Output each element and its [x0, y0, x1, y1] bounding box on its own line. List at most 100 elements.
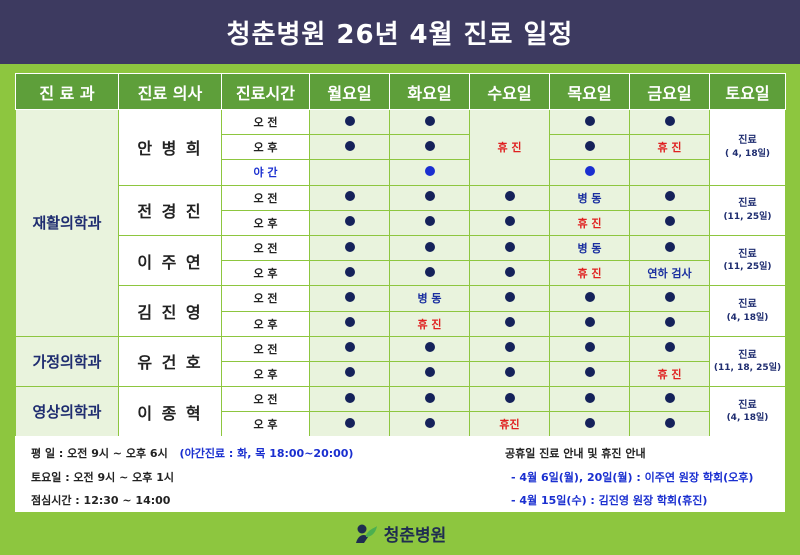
available-dot [344, 367, 355, 378]
schedule-cell [309, 234, 390, 262]
available-dot [584, 140, 595, 151]
available-dot [664, 392, 675, 403]
night-dot [584, 165, 595, 176]
schedule-cell [469, 184, 550, 211]
available-dot [344, 291, 355, 302]
available-dot [664, 417, 675, 428]
table-row: 재활의학과 안 병 희 오 전 휴 진 진료 ( 4, 18일) [15, 108, 786, 337]
saturday-dates: (4, 18일) [726, 312, 769, 323]
time-am: 오 전 [221, 285, 310, 312]
status-holiday: 휴 진 [657, 367, 682, 381]
schedule-cell: 병 동 [549, 234, 630, 262]
schedule-cell: 병 동 [549, 184, 630, 211]
doctor-name: 전 경 진 [118, 184, 222, 236]
available-dot [424, 140, 435, 151]
time-pm: 오 후 [221, 310, 310, 337]
schedule-cell [389, 386, 470, 413]
time-am: 오 전 [221, 108, 310, 136]
schedule-cell [549, 360, 630, 388]
schedule-cell [549, 285, 630, 312]
note-night: (야간진료 : 화, 목 18:00~20:00) [179, 447, 354, 460]
available-dot [664, 317, 675, 328]
holiday-item-2: - 4월 15일(수) : 김진영 원장 학회(휴진) [511, 494, 708, 507]
available-dot [504, 191, 515, 202]
schedule-table: 진 료 과 진료 의사 진료시간 월요일 화요일 수요일 목요일 금요일 토요일… [15, 73, 786, 438]
status-holiday: 휴 진 [577, 216, 602, 230]
dept-family: 가정의학과 [15, 335, 119, 388]
schedule-cell [389, 209, 470, 236]
saturday-cell: 진료 (11, 18, 25일) [709, 335, 786, 388]
dept-imaging: 영상의학과 [15, 386, 119, 438]
table-row: 오 후 휴 진 연하 검사 [16, 260, 786, 287]
available-dot [584, 342, 595, 353]
schedule-cell [389, 360, 470, 388]
header-sat: 토요일 [709, 73, 786, 110]
note-saturday: 토요일 : 오전 9시 ~ 오후 1시 [31, 471, 174, 484]
schedule-cell [629, 234, 710, 262]
schedule-cell [309, 260, 390, 287]
time-am: 오 전 [221, 386, 310, 413]
doctor-name: 이 종 혁 [118, 386, 222, 438]
available-dot [664, 291, 675, 302]
saturday-label: 진료 [738, 349, 757, 361]
header-tue: 화요일 [389, 73, 470, 110]
available-dot [664, 342, 675, 353]
schedule-cell [629, 310, 710, 337]
schedule-cell [469, 234, 550, 262]
hospital-logo-icon [355, 524, 377, 543]
available-dot [344, 317, 355, 328]
saturday-cell: 진료 (4, 18일) [709, 285, 786, 337]
note-lunch: 점심시간 : 12:30 ~ 14:00 [31, 494, 171, 507]
status-ward: 병 동 [577, 242, 602, 256]
schedule-cell [469, 360, 550, 388]
schedule-cell [309, 134, 390, 161]
status-holiday: 휴 진 [497, 141, 522, 155]
saturday-dates: ( 4, 18일) [725, 148, 770, 159]
holiday-item-1: - 4월 6일(월), 20일(월) : 이주연 원장 학회(오후) [511, 471, 754, 484]
schedule-cell: 휴 진 [549, 209, 630, 236]
available-dot [344, 417, 355, 428]
doctor-name: 안 병 희 [118, 109, 222, 186]
available-dot [504, 317, 515, 328]
available-dot [344, 115, 355, 126]
saturday-dates: (11, 25일) [723, 262, 772, 273]
available-dot [344, 266, 355, 277]
available-dot [584, 417, 595, 428]
schedule-cell: 휴 진 [629, 360, 710, 388]
available-dot [424, 266, 435, 277]
doctor-name: 이 주 연 [118, 234, 222, 287]
schedule-cell: 휴 진 [469, 109, 550, 186]
available-dot [664, 216, 675, 227]
schedule-cell [309, 184, 390, 211]
schedule-cell: 휴 진 [549, 260, 630, 287]
available-dot [504, 392, 515, 403]
available-dot [504, 367, 515, 378]
schedule-cell [309, 209, 390, 236]
table-row: 영상의학과 이 종 혁 오 전 진료 (4, 18일) [15, 386, 786, 438]
schedule-cell [469, 386, 550, 413]
schedule-cell [549, 411, 630, 438]
dept-rehab: 재활의학과 [15, 109, 119, 337]
available-dot [424, 191, 435, 202]
available-dot [344, 191, 355, 202]
schedule-cell [389, 411, 470, 438]
schedule-cell [549, 134, 630, 161]
schedule-table-wrap: 진 료 과 진료 의사 진료시간 월요일 화요일 수요일 목요일 금요일 토요일… [15, 73, 786, 438]
schedule-cell [389, 159, 470, 186]
schedule-cell [309, 159, 390, 186]
available-dot [504, 241, 515, 252]
note-weekday: 평 일 : 오전 9시 ~ 오후 6시 [31, 447, 168, 460]
status-holiday: 휴 진 [657, 141, 682, 155]
status-ward: 병 동 [577, 191, 602, 205]
night-dot [424, 165, 435, 176]
schedule-cell: 휴 진 [629, 134, 710, 161]
available-dot [584, 115, 595, 126]
schedule-cell [469, 260, 550, 287]
schedule-cell [469, 310, 550, 337]
schedule-cell [629, 108, 710, 136]
header-dept: 진 료 과 [15, 73, 119, 110]
available-dot [584, 317, 595, 328]
table-row: 오 후 휴 진 [16, 134, 786, 161]
saturday-label: 진료 [738, 299, 757, 311]
time-am: 오 전 [221, 184, 310, 211]
